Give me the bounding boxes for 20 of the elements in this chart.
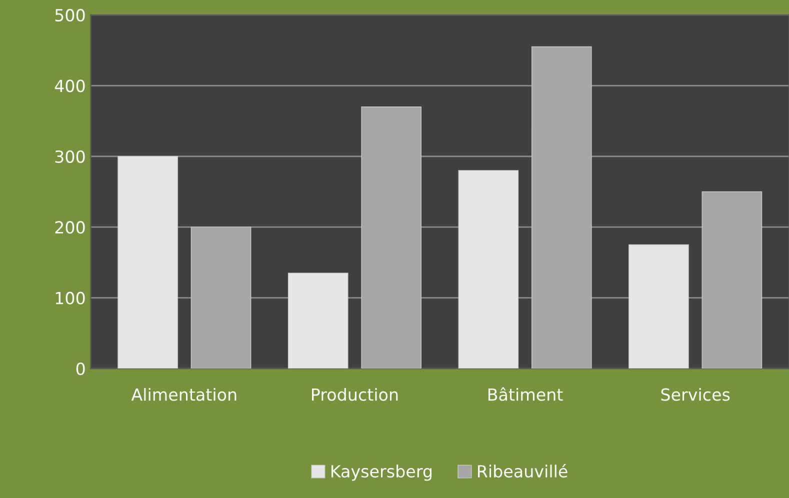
legend-label: Kaysersberg xyxy=(332,464,432,481)
bar xyxy=(288,272,348,369)
x-tick-label: Production xyxy=(312,388,398,401)
bar xyxy=(118,156,178,369)
x-tick-label: Bâtiment xyxy=(488,387,563,401)
y-tick-label: 500 xyxy=(55,8,85,22)
y-tick-label: 300 xyxy=(55,150,85,163)
bar xyxy=(702,191,762,369)
bar xyxy=(628,244,689,369)
x-tick-label: Services xyxy=(661,388,730,401)
x-tick-label: Alimentation xyxy=(131,388,236,401)
legend-label: Ribeauvillé xyxy=(478,464,568,478)
bar xyxy=(361,106,422,369)
bar xyxy=(458,170,519,369)
bar xyxy=(190,226,252,369)
bar xyxy=(531,46,592,369)
y-tick-label: 200 xyxy=(55,221,85,234)
y-tick-label: 0 xyxy=(76,362,85,376)
y-tick-label: 400 xyxy=(54,80,85,92)
y-tick-label: 100 xyxy=(56,292,85,304)
